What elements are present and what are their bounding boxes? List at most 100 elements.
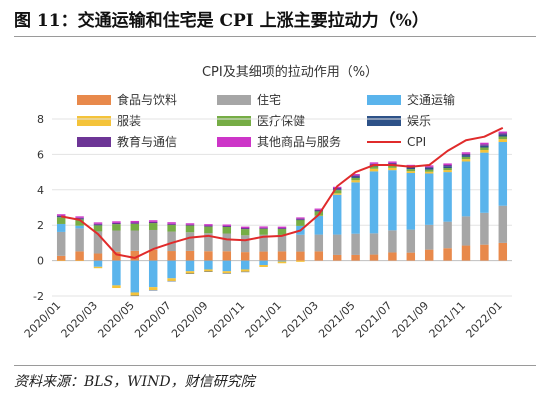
bar-segment-other: [93, 222, 103, 224]
bar-segment-medical: [369, 166, 379, 169]
bar-segment-medical: [461, 156, 471, 160]
bar-segment-education: [112, 222, 121, 225]
bar-segment-medical: [56, 217, 66, 224]
bar-segment-other: [461, 152, 471, 154]
bar-segment-other: [222, 224, 232, 226]
bar-segment-education: [222, 225, 232, 227]
bar-segment-medical: [148, 223, 158, 230]
bar-segment-medical: [222, 226, 232, 234]
bar-segment-transport: [351, 182, 360, 234]
bar-segment-transport: [222, 260, 232, 272]
bar-segment-transport: [277, 260, 287, 262]
bar-segment-education: [259, 227, 268, 229]
bar-segment-housing: [332, 234, 342, 255]
bar-segment-transport: [332, 194, 342, 235]
bar-segment-food: [369, 254, 379, 261]
legend-label-medical: 医疗保健: [257, 114, 305, 128]
x-tick-label: 2020/09: [169, 299, 211, 341]
x-tick-label: 2021/05: [316, 299, 358, 341]
x-axis: 2020/012020/032020/052020/072020/092020/…: [22, 299, 505, 341]
bar-segment-education: [185, 224, 195, 226]
bars: [56, 131, 508, 297]
legend-swatch-other: [217, 137, 251, 147]
bar-segment-other: [204, 224, 213, 226]
y-tick-label: 0: [37, 255, 44, 268]
x-tick-label: 2020/03: [59, 299, 101, 341]
bar-segment-housing: [461, 216, 471, 246]
legend-label-cpi: CPI: [407, 135, 426, 149]
bar-segment-other: [388, 161, 397, 163]
y-tick-label: -2: [33, 290, 44, 303]
bar-segment-education: [388, 162, 397, 164]
x-tick-label: 2020/01: [22, 299, 64, 341]
bar-segment-housing: [240, 235, 250, 253]
bar-segment-food: [130, 250, 140, 261]
bar-segment-apparel: [296, 260, 305, 262]
bar-segment-other: [259, 226, 268, 228]
bar-segment-housing: [314, 234, 324, 252]
source-note: 资料来源：BLS，WIND，财信研究院: [14, 374, 255, 390]
bar-segment-food: [498, 242, 508, 261]
bar-segment-transport: [259, 260, 268, 266]
bar-segment-medical: [259, 228, 268, 235]
bar-segment-apparel: [332, 193, 342, 195]
bar-segment-medical: [351, 177, 360, 181]
bar-segment-medical: [75, 219, 84, 226]
x-tick-label: 2021/07: [353, 299, 395, 341]
bar-segment-recreation: [461, 155, 471, 157]
bar-segment-apparel: [406, 171, 416, 173]
bar-segment-education: [204, 225, 213, 227]
bar-segment-transport: [240, 260, 250, 270]
legend-label-apparel: 服装: [117, 114, 141, 128]
bar-segment-housing: [204, 233, 213, 252]
cpi-line-group: [61, 126, 504, 259]
x-tick-label: 2020/11: [206, 299, 248, 341]
bar-segment-education: [167, 223, 176, 225]
bar-segment-other: [351, 174, 360, 176]
bar-segment-transport: [480, 152, 489, 213]
bar-segment-medical: [480, 147, 489, 150]
bar-segment-recreation: [498, 134, 508, 137]
bar-segment-food: [314, 251, 324, 261]
y-tick-label: 4: [37, 184, 44, 197]
legend-label-food: 食品与饮料: [117, 92, 177, 107]
bar-segment-apparel: [480, 149, 489, 153]
bar-segment-education: [351, 175, 360, 177]
bar-segment-housing: [167, 231, 176, 252]
bar-segment-transport: [56, 223, 66, 232]
bar-segment-housing: [351, 233, 360, 255]
bar-segment-apparel: [185, 271, 195, 274]
legend-swatch-food: [77, 95, 111, 105]
bar-segment-other: [167, 222, 176, 224]
bar-segment-food: [424, 249, 434, 261]
bar-segment-food: [277, 251, 287, 261]
bar-segment-medical: [296, 219, 305, 226]
x-tick-label: 2021/01: [243, 299, 285, 341]
bar-segment-housing: [93, 231, 103, 254]
bar-segment-other: [56, 214, 66, 216]
top-rule: [14, 36, 536, 37]
bar-segment-transport: [314, 215, 324, 235]
legend-swatch-transport: [367, 95, 401, 105]
bar-segment-transport: [406, 172, 416, 230]
bar-segment-other: [314, 208, 324, 210]
bar-segment-housing: [443, 221, 452, 249]
bar-segment-apparel: [498, 139, 508, 143]
bar-segment-other: [498, 131, 508, 134]
bar-segment-education: [75, 217, 84, 219]
x-tick-label: 2021/03: [279, 299, 321, 341]
bar-segment-other: [406, 164, 416, 167]
bar-segment-other: [112, 221, 121, 223]
bar-segment-apparel: [167, 278, 176, 281]
bar-segment-housing: [112, 230, 121, 252]
bar-segment-food: [259, 251, 268, 261]
bar-segment-recreation: [406, 167, 416, 170]
chart-title: CPI及其细项的拉动作用（%）: [202, 64, 378, 80]
bar-segment-education: [498, 133, 508, 135]
y-axis: -2 0 2 4 6 8: [33, 113, 44, 303]
bar-segment-food: [204, 251, 213, 261]
bar-segment-other: [75, 216, 84, 218]
bar-segment-recreation: [424, 167, 434, 170]
bar-segment-apparel: [222, 271, 232, 274]
bar-segment-apparel: [461, 159, 471, 162]
